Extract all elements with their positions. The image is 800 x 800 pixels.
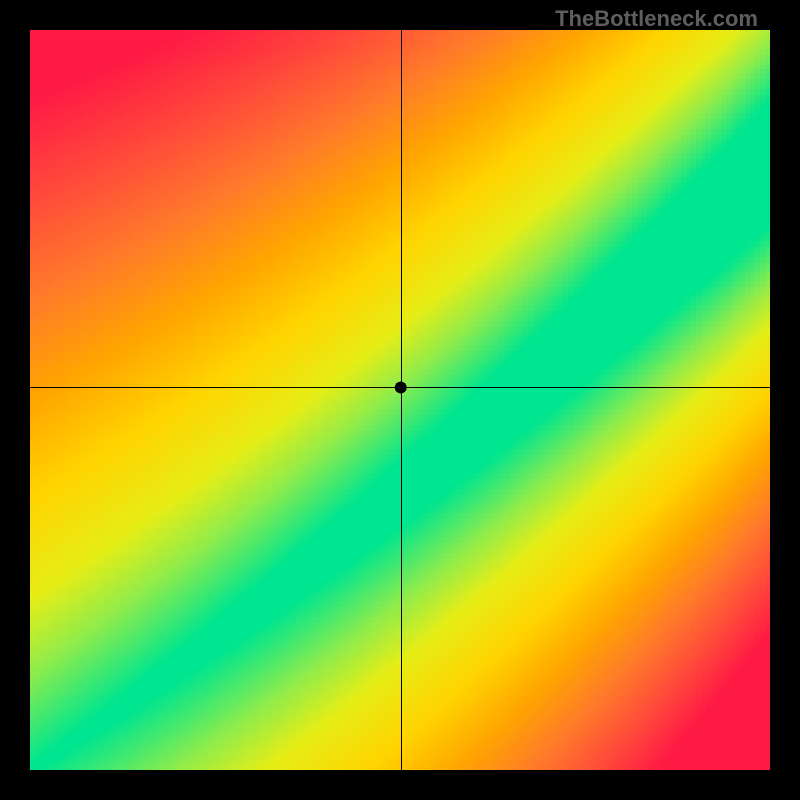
- attribution-watermark: TheBottleneck.com: [555, 6, 758, 32]
- chart-container: TheBottleneck.com: [0, 0, 800, 800]
- bottleneck-heatmap: [30, 30, 770, 770]
